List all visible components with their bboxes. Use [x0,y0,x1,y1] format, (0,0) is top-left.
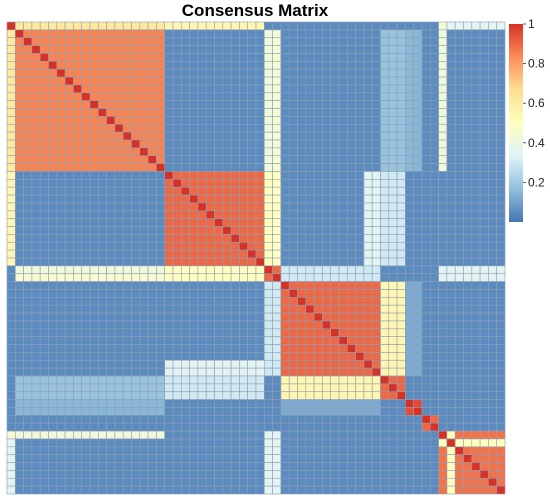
legend-tick-label: 1 [528,17,535,31]
legend-tick-label: 0.6 [528,96,545,110]
legend-tick-label: 0.8 [528,57,545,71]
legend-tick-label: 0.4 [528,136,545,150]
legend-tick-label: 0.2 [528,175,545,189]
legend-colorbar [509,24,523,222]
